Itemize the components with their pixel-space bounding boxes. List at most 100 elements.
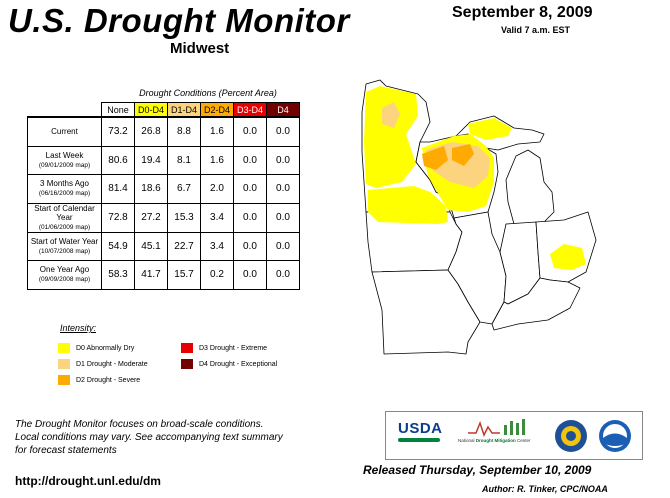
column-header-none: None	[101, 102, 135, 118]
table-cell: 18.6	[134, 174, 168, 204]
table-cell: 81.4	[101, 174, 135, 204]
midwest-drought-map	[361, 79, 597, 355]
note-line: for forecast statements	[15, 445, 117, 456]
table-cell: 0.0	[266, 116, 300, 147]
table-cell: 3.4	[200, 231, 234, 261]
table-cell: 0.0	[233, 202, 267, 233]
table-cell: 15.3	[167, 202, 201, 233]
drought-d2-areas	[422, 144, 474, 170]
legend-swatch	[58, 359, 70, 369]
doc-seal-icon	[555, 420, 587, 452]
legend-label: D4 Drought - Exceptional	[199, 360, 278, 368]
legend-swatch	[58, 343, 70, 353]
legend-title: Intensity:	[60, 323, 97, 333]
table-cell: 54.9	[101, 231, 135, 261]
table-row: Current 73.2 26.8 8.8 1.6 0.0 0.0	[27, 116, 300, 147]
row-label-text: Last Week	[45, 150, 84, 160]
row-label: Current	[27, 116, 102, 147]
row-label: One Year Ago (09/09/2008 map)	[27, 260, 102, 290]
row-sublabel: (10/07/2008 map)	[38, 247, 91, 255]
disclaimer-note: The Drought Monitor focuses on broad-sca…	[15, 418, 345, 457]
table-cell: 3.4	[200, 202, 234, 233]
table-cell: 22.7	[167, 231, 201, 261]
legend-label: D2 Drought - Severe	[76, 376, 141, 384]
usda-swoosh	[398, 438, 440, 442]
table-cell: 8.8	[167, 116, 201, 147]
drought-conditions-table: None D0-D4 D1-D4 D2-D4 D3-D4 D4 Current …	[27, 102, 300, 290]
usda-logo: USDA	[398, 420, 443, 437]
row-label-text: Start of Calendar Year	[34, 203, 95, 222]
legend-item-d0: D0 Abnormally Dry	[58, 343, 134, 353]
table-cell: 0.0	[266, 202, 300, 233]
legend-label: D3 Drought - Extreme	[199, 344, 268, 352]
author-credit: Author: R. Tinker, CPC/NOAA	[482, 484, 608, 494]
noaa-logo-icon	[599, 420, 631, 452]
source-url[interactable]: http://drought.unl.edu/dm	[15, 474, 161, 488]
table-row: Start of Calendar Year (01/06/2009 map) 7…	[27, 202, 300, 233]
table-cell: 8.1	[167, 145, 201, 175]
table-cell: 2.0	[200, 174, 234, 204]
row-label-text: 3 Months Ago	[40, 179, 89, 189]
legend-label: D0 Abnormally Dry	[76, 344, 135, 352]
column-header-d0-d4: D0-D4	[134, 102, 168, 118]
table-cell: 0.2	[200, 260, 234, 290]
table-corner	[27, 102, 102, 118]
state-michigan-lower	[505, 149, 555, 225]
row-label-text: Current	[51, 127, 78, 137]
table-cell: 1.6	[200, 116, 234, 147]
table-cell: 0.0	[266, 231, 300, 261]
table-cell: 0.0	[233, 116, 267, 147]
row-sublabel: (09/01/2009 map)	[38, 161, 91, 169]
table-cell: 0.0	[266, 145, 300, 175]
row-label: Start of Calendar Year (01/06/2009 map)	[27, 202, 102, 233]
column-header-d2-d4: D2-D4	[200, 102, 234, 118]
note-line: Local conditions may vary. See accompany…	[15, 432, 283, 443]
ndmc-caption: National Drought Mitigation Center	[458, 438, 531, 443]
row-sublabel: (06/16/2009 map)	[38, 190, 91, 198]
row-sublabel: (01/06/2009 map)	[38, 223, 91, 231]
table-row: One Year Ago (09/09/2008 map) 58.3 41.7 1…	[27, 260, 300, 290]
column-header-d1-d4: D1-D4	[167, 102, 201, 118]
map-date: September 8, 2009	[452, 4, 593, 21]
row-sublabel: (09/09/2008 map)	[38, 276, 91, 284]
legend-item-d4: D4 Drought - Exceptional	[181, 359, 277, 369]
partner-logos-panel: USDA National Drought Mitigation Center	[385, 411, 643, 460]
column-header-d3-d4: D3-D4	[233, 102, 267, 118]
table-cell: 0.0	[233, 174, 267, 204]
legend-label: D1 Drought - Moderate	[76, 360, 148, 368]
note-line: The Drought Monitor focuses on broad-sca…	[15, 419, 264, 430]
row-label: Start of Water Year (10/07/2008 map)	[27, 231, 102, 261]
state-illinois	[447, 211, 507, 325]
table-cell: 1.6	[200, 145, 234, 175]
table-cell: 0.0	[233, 260, 267, 290]
table-cell: 0.0	[266, 260, 300, 290]
table-cell: 73.2	[101, 116, 135, 147]
legend-item-d1: D1 Drought - Moderate	[58, 359, 148, 369]
row-label: Last Week (09/01/2009 map)	[27, 145, 102, 175]
table-cell: 80.6	[101, 145, 135, 175]
table-row: Last Week (09/01/2009 map) 80.6 19.4 8.1 …	[27, 145, 300, 175]
table-cell: 0.0	[233, 145, 267, 175]
column-header-d4: D4	[266, 102, 300, 118]
table-cell: 45.1	[134, 231, 168, 261]
legend-swatch	[181, 343, 193, 353]
table-cell: 15.7	[167, 260, 201, 290]
table-cell: 72.8	[101, 202, 135, 233]
table-cell: 0.0	[233, 231, 267, 261]
row-label-text: One Year Ago	[39, 265, 90, 275]
table-cell: 41.7	[134, 260, 168, 290]
page-title: U.S. Drought Monitor	[8, 2, 350, 39]
legend-item-d2: D2 Drought - Severe	[58, 375, 140, 385]
table-cell: 58.3	[101, 260, 135, 290]
table-cell: 26.8	[134, 116, 168, 147]
row-label-text: Start of Water Year	[30, 236, 99, 246]
valid-time: Valid 7 a.m. EST	[501, 25, 571, 35]
legend-swatch	[58, 375, 70, 385]
table-caption: Drought Conditions (Percent Area)	[139, 88, 277, 98]
table-cell: 6.7	[167, 174, 201, 204]
table-cell: 19.4	[134, 145, 168, 175]
legend-item-d3: D3 Drought - Extreme	[181, 343, 267, 353]
legend-swatch	[181, 359, 193, 369]
table-header-row: None D0-D4 D1-D4 D2-D4 D3-D4 D4	[27, 102, 300, 118]
table-row: 3 Months Ago (06/16/2009 map) 81.4 18.6 6…	[27, 174, 300, 204]
